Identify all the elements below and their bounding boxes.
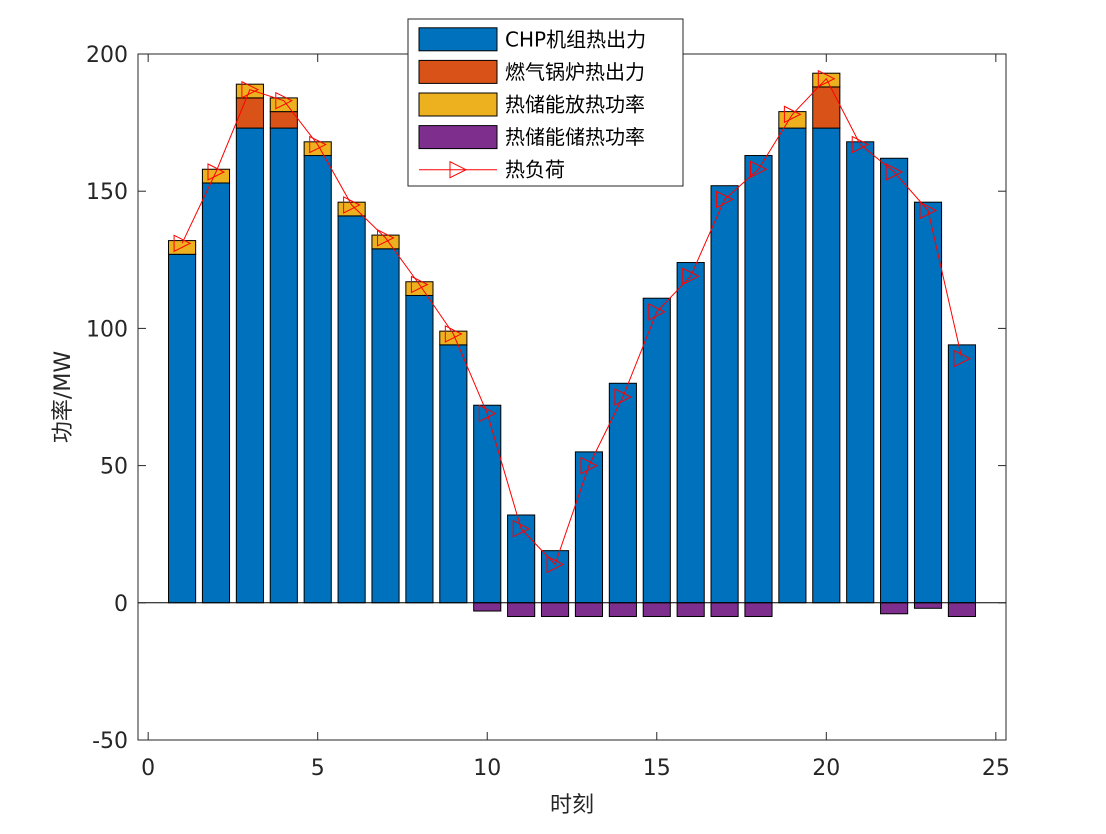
- bar-series1-t16: [676, 262, 705, 604]
- bar-series1-t21: [846, 141, 875, 604]
- load-marker-t20: [817, 69, 836, 88]
- legend-swatch-4: [418, 125, 498, 150]
- bar-series4-t16: [676, 602, 705, 618]
- load-marker-t24: [953, 349, 972, 368]
- bar-series1-t4: [269, 127, 298, 604]
- bar-series4-t17: [710, 602, 739, 618]
- load-marker-t22: [885, 163, 904, 181]
- load-marker-t1: [173, 234, 192, 253]
- bar-series2-t4: [269, 111, 298, 129]
- bar-series4-t15: [642, 602, 671, 618]
- load-marker-t13: [580, 456, 599, 475]
- bars-layer: [168, 72, 976, 618]
- x-tick-label-15: 15: [643, 756, 671, 781]
- load-marker-t9: [444, 325, 463, 343]
- load-marker-t19: [783, 105, 802, 124]
- x-tick-label-5: 5: [311, 756, 325, 781]
- load-marker-t17: [716, 190, 734, 209]
- legend-label-3: 热储能放热功率: [505, 93, 645, 117]
- bar-series1-t1: [168, 253, 197, 604]
- y-tick-label-200: 200: [86, 43, 128, 68]
- legend-label-5: 热负荷: [505, 158, 565, 182]
- load-marker-t21: [851, 135, 870, 154]
- bar-series2-t20: [812, 86, 841, 129]
- x-tick-label-10: 10: [473, 756, 501, 781]
- load-marker-t10: [478, 404, 497, 423]
- load-marker-t23: [919, 201, 938, 220]
- bar-series1-t3: [235, 127, 264, 604]
- load-marker-t14: [614, 388, 632, 406]
- bar-series1-t2: [201, 182, 231, 604]
- bar-series4-t23: [913, 602, 943, 609]
- legend-swatch-2: [418, 59, 498, 84]
- load-marker-t6: [343, 196, 361, 214]
- load-marker-t11: [512, 519, 531, 538]
- bar-series3-t3: [235, 83, 264, 99]
- legend-label-2: 燃气锅炉热出力: [505, 60, 645, 84]
- bar-series1-t13: [574, 451, 604, 604]
- load-marker-t3: [241, 80, 260, 99]
- bar-series4-t18: [744, 602, 773, 618]
- y-tick-label-0: 0: [114, 592, 128, 617]
- legend-label-4: 热储能储热功率: [505, 125, 645, 149]
- bar-series4-t12: [540, 602, 570, 618]
- ticks-layer: 0 5 10 15 20 25 -50 0 50 100 150 200: [86, 43, 1010, 781]
- legend-label-1: CHP机组热出力: [505, 27, 646, 51]
- x-axis-title: 时刻: [550, 793, 594, 818]
- x-tick-label-20: 20: [812, 756, 840, 781]
- load-marker-t16: [682, 267, 700, 286]
- bar-series1-t23: [913, 201, 943, 604]
- load-line-layer: [173, 69, 972, 574]
- bar-series1-t7: [371, 248, 400, 604]
- bar-series1-t15: [642, 297, 671, 604]
- load-marker-t8: [410, 275, 429, 294]
- y-tick-label--50: -50: [92, 729, 128, 754]
- bar-series3-t20: [812, 72, 841, 88]
- legend-swatch-3: [418, 92, 498, 117]
- load-marker-t18: [749, 160, 768, 179]
- bar-series1-t11: [507, 514, 536, 604]
- load-marker-t2: [207, 163, 226, 181]
- y-tick-label-150: 150: [86, 180, 128, 205]
- bar-series1-t24: [947, 344, 976, 604]
- bar-series1-t8: [405, 294, 434, 604]
- bar-series3-t19: [778, 111, 807, 129]
- bar-series1-t9: [439, 344, 468, 604]
- legend-marker-swatch: [449, 160, 468, 179]
- y-tick-label-100: 100: [86, 317, 128, 342]
- bar-series1-t12: [540, 550, 570, 604]
- bar-series4-t10: [473, 602, 502, 612]
- bar-series1-t6: [337, 215, 366, 604]
- load-marker-t4: [275, 91, 293, 110]
- y-axis-title: 功率/MW: [51, 351, 76, 443]
- bar-series1-t5: [303, 155, 332, 604]
- y-tick-label-50: 50: [100, 455, 128, 480]
- bar-series1-t20: [812, 127, 841, 604]
- bar-series1-t14: [608, 382, 637, 604]
- x-tick-label-25: 25: [982, 756, 1010, 781]
- bar-series1-t17: [710, 185, 739, 604]
- legend-swatch-1: [418, 27, 498, 52]
- bar-series4-t24: [947, 602, 976, 618]
- bar-series1-t19: [778, 127, 807, 604]
- load-marker-t5: [309, 135, 327, 154]
- bar-series4-t13: [574, 602, 604, 618]
- bar-series1-t10: [473, 404, 502, 604]
- bar-series1-t18: [744, 155, 773, 604]
- bar-series1-t22: [880, 157, 909, 604]
- bar-series4-t11: [507, 602, 536, 618]
- x-tick-label-0: 0: [141, 756, 155, 781]
- bar-series4-t22: [880, 602, 909, 615]
- load-marker-t7: [377, 229, 395, 247]
- bar-series4-t14: [608, 602, 637, 618]
- load-marker-t15: [648, 303, 666, 321]
- load-marker-t12: [546, 555, 565, 574]
